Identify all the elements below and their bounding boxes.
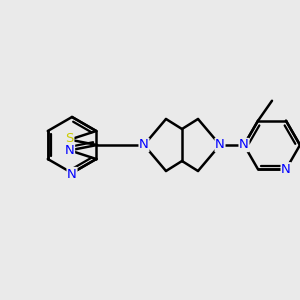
Text: N: N bbox=[67, 167, 77, 181]
Text: N: N bbox=[65, 144, 74, 157]
Text: N: N bbox=[281, 163, 291, 176]
Text: N: N bbox=[215, 139, 225, 152]
Text: N: N bbox=[239, 139, 249, 152]
Text: N: N bbox=[139, 139, 149, 152]
Text: S: S bbox=[65, 132, 74, 145]
